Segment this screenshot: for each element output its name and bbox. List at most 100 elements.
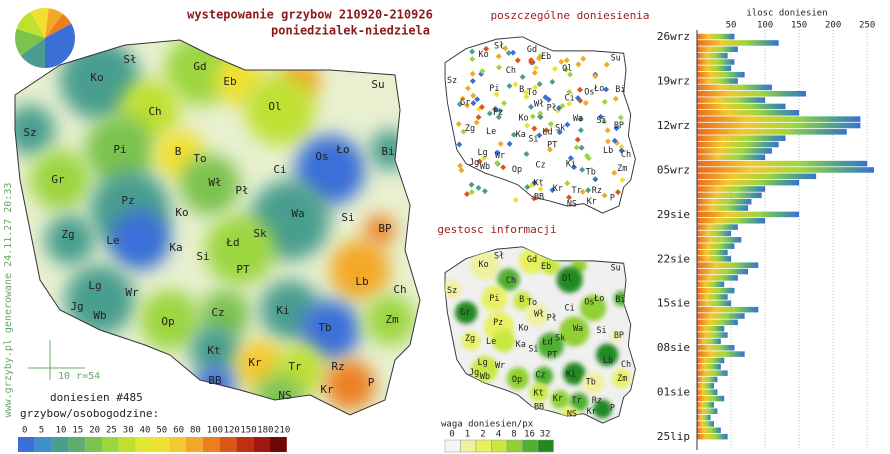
bar <box>697 300 732 307</box>
bar <box>697 186 766 192</box>
region-label: Op <box>161 315 174 328</box>
region-label: Rz <box>592 185 602 195</box>
region-label: BB <box>208 374 222 387</box>
region-label: Kt <box>533 177 543 187</box>
map-blob <box>45 215 95 265</box>
region-label: PT <box>547 349 557 359</box>
region-label: Ko <box>518 323 528 333</box>
report-point <box>559 102 566 109</box>
region-label: Sz <box>447 285 457 295</box>
region-label: BB <box>534 402 544 412</box>
region-label: Su <box>611 262 621 272</box>
region-label: Ko <box>90 71 103 84</box>
y-tick-label: 01sie <box>657 386 690 399</box>
region-label: Ci <box>273 163 286 176</box>
region-label: B <box>519 294 524 304</box>
legend-swatch <box>219 437 237 452</box>
density-blob <box>611 369 631 388</box>
legend-swatch <box>135 437 153 452</box>
region-label: Sk <box>555 122 565 132</box>
report-point <box>611 169 618 176</box>
map-blob <box>60 40 140 120</box>
legend-label: 4 <box>496 430 501 440</box>
region-label: Pz <box>121 194 134 207</box>
region-label: Zg <box>465 123 475 133</box>
region-label: To <box>527 297 537 307</box>
region-label: Si <box>528 133 538 143</box>
density-blob <box>481 285 508 312</box>
bar <box>697 65 732 72</box>
region-label: Pi <box>489 83 499 93</box>
density-blob <box>525 303 548 327</box>
bar <box>697 167 874 173</box>
map-blob <box>365 295 415 345</box>
legend-swatch <box>51 437 69 452</box>
pie-slice <box>45 8 63 38</box>
density-blob <box>471 355 499 383</box>
region-label: Ch <box>621 149 631 159</box>
region-label: Gd <box>193 60 206 73</box>
region-label: Tb <box>586 377 596 387</box>
report-point <box>584 152 590 159</box>
legend-label: 10 <box>56 426 67 436</box>
title: wystepowanie grzybow 210920-210926 <box>187 8 433 22</box>
region-label: Wa <box>291 207 304 220</box>
region-label: Op <box>512 374 522 384</box>
region-label: Ci <box>565 92 575 102</box>
legend-label: 20 <box>89 426 100 436</box>
region-label: Ki <box>566 159 576 169</box>
y-tick-label: 19wrz <box>657 74 690 87</box>
bar <box>697 306 759 313</box>
report-point <box>536 81 543 88</box>
region-label: To <box>527 87 537 97</box>
report-point <box>565 194 572 201</box>
y-tick-label: 15sie <box>657 297 690 310</box>
region-label: Tb <box>586 167 596 177</box>
density-blob <box>556 266 583 293</box>
report-point <box>532 84 539 91</box>
region-label: Ko <box>478 49 488 59</box>
density-blob <box>497 268 520 291</box>
region-label: Le <box>486 336 496 346</box>
bar <box>697 332 728 338</box>
bar <box>697 46 738 53</box>
region-label: Pi <box>113 143 126 156</box>
legend-label: 0 <box>449 430 454 440</box>
region-label: Tr <box>572 395 582 405</box>
report-point <box>604 127 611 134</box>
legend-label: 50 <box>156 426 167 436</box>
region-label: Kt <box>207 344 220 357</box>
density-blob <box>593 399 612 419</box>
y-tick-label: 25lip <box>657 430 690 443</box>
pie-icon <box>14 7 75 68</box>
bar <box>697 364 721 370</box>
legend-swatch <box>522 439 539 453</box>
region-label: Kr <box>553 183 563 193</box>
bar <box>697 256 732 262</box>
region-label: Jg <box>469 157 479 167</box>
bar <box>697 383 715 389</box>
legend-label: 15 <box>72 426 83 436</box>
report-point <box>481 188 488 195</box>
map-blob <box>325 360 375 410</box>
legend-swatch <box>270 437 287 452</box>
legend-label: 150 <box>240 426 256 436</box>
legend-label: 210 <box>274 426 290 436</box>
report-point <box>542 94 549 101</box>
map-blob <box>300 300 360 360</box>
region-label: Le <box>486 126 496 136</box>
density-blob <box>595 343 619 367</box>
y-tick-label: 08sie <box>657 341 690 354</box>
region-label: To <box>193 152 206 165</box>
legend-swatch <box>506 439 523 453</box>
region-label: Lb <box>603 145 613 155</box>
bar <box>697 141 779 148</box>
region-label: Ch <box>393 283 406 296</box>
y-tick-label: 26wrz <box>657 30 690 43</box>
pie-slice <box>45 23 75 38</box>
legend-label: 16 <box>524 430 535 440</box>
density-blob <box>569 392 589 412</box>
x-tick-label: 250 <box>859 21 875 31</box>
report-point <box>458 167 465 174</box>
bar <box>697 198 752 205</box>
